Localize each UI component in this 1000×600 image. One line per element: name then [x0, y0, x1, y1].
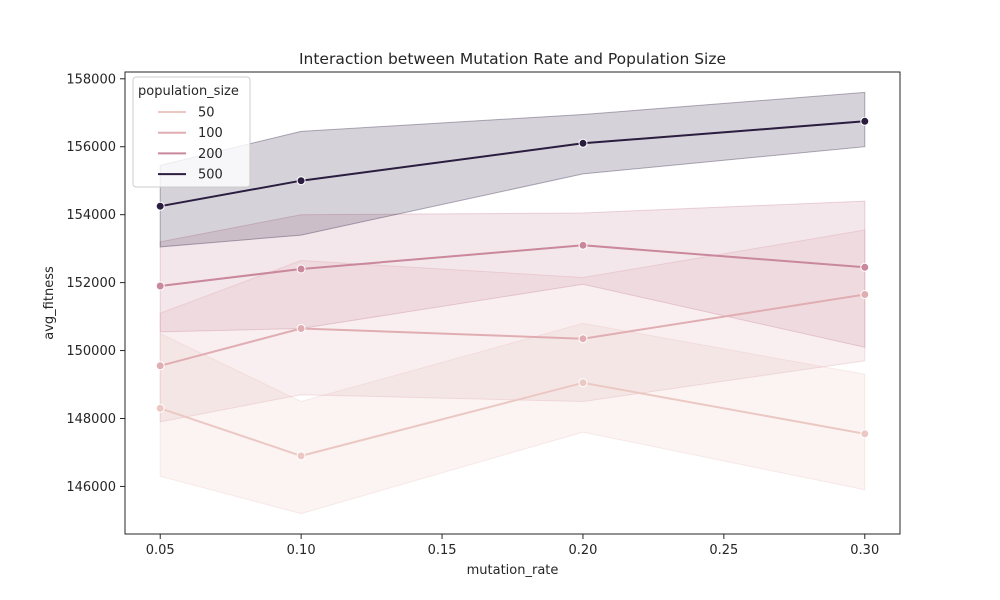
y-tick-label: 154000 [66, 208, 116, 223]
legend-label-500: 500 [198, 168, 223, 183]
legend-box [132, 76, 251, 188]
series-line-200 [160, 244, 865, 287]
y-axis-label: avg_fitness [42, 266, 57, 340]
data-point-500 [860, 116, 870, 126]
legend-title: population_size [138, 84, 239, 99]
y-tick-label: 156000 [66, 140, 116, 155]
x-axis-label: mutation_rate [467, 563, 559, 578]
data-point-100 [578, 334, 588, 344]
data-point-50 [296, 451, 306, 461]
y-tick-label: 158000 [66, 72, 116, 87]
data-point-50 [578, 378, 588, 388]
series-line-50 [159, 381, 865, 457]
data-point-500 [155, 201, 165, 211]
plot-area-frame [124, 71, 901, 535]
confidence-band-500 [159, 91, 866, 248]
series-line-100 [159, 293, 865, 367]
data-point-500 [578, 138, 588, 148]
x-tick-label: 0.20 [568, 543, 597, 558]
x-tick-label: 0.30 [850, 543, 879, 558]
data-point-200 [155, 281, 165, 291]
x-tick-label: 0.10 [287, 543, 316, 558]
legend: population_size 50 100 200 500 [132, 76, 251, 188]
y-tick-label: 150000 [66, 344, 116, 359]
data-point-100 [296, 324, 306, 333]
series-markers [155, 116, 870, 461]
y-tick-label: 148000 [66, 412, 116, 427]
x-axis: 0.05 0.10 0.15 0.20 0.25 0.30 [146, 534, 879, 558]
series-line-500 [160, 120, 865, 208]
confidence-band-100 [159, 229, 866, 423]
series-lines [159, 120, 865, 457]
y-axis: 146000 148000 150000 152000 154000 156000 1580… [66, 72, 125, 495]
data-point-500 [296, 176, 306, 186]
data-point-50 [860, 429, 870, 439]
x-tick-label: 0.15 [428, 543, 457, 558]
data-point-50 [155, 403, 165, 413]
data-point-100 [860, 290, 870, 299]
data-point-200 [296, 264, 306, 274]
x-tick-label: 0.05 [146, 543, 175, 558]
legend-label-200: 200 [198, 147, 223, 162]
legend-label-50: 50 [198, 106, 215, 121]
confidence-bands [159, 91, 866, 515]
data-point-200 [860, 262, 870, 272]
x-tick-label: 0.25 [709, 543, 738, 558]
chart-title: Interaction between Mutation Rate and Po… [299, 50, 726, 68]
confidence-band-50 [159, 322, 866, 515]
data-point-200 [578, 240, 588, 250]
data-point-100 [155, 361, 165, 371]
confidence-band-200 [159, 200, 866, 348]
legend-label-100: 100 [198, 126, 223, 141]
y-tick-label: 152000 [66, 276, 116, 291]
y-tick-label: 146000 [66, 480, 116, 495]
